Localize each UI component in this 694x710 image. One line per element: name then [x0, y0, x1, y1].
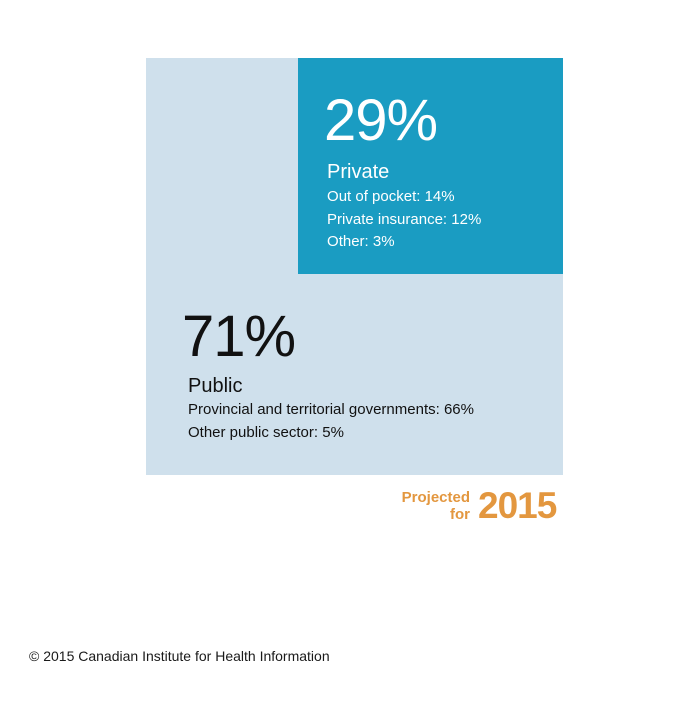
public-percentage: 71% [182, 304, 296, 369]
public-label: Public [188, 375, 243, 397]
private-percentage: 29% [324, 88, 438, 153]
projected-line2: for [450, 506, 470, 523]
private-share-block: 29% Private Out of pocket: 14% Private i… [298, 58, 563, 274]
proportional-area-chart: 29% Private Out of pocket: 14% Private i… [146, 58, 563, 475]
private-label: Private [327, 161, 390, 183]
private-breakdown-item: Other: 3% [327, 233, 395, 250]
public-breakdown: Provincial and territorial governments: … [188, 399, 474, 444]
private-breakdown-item: Out of pocket: 14% [327, 188, 455, 205]
copyright-notice: © 2015 Canadian Institute for Health Inf… [29, 648, 330, 664]
private-breakdown: Out of pocket: 14% Private insurance: 12… [327, 186, 481, 254]
public-breakdown-item: Other public sector: 5% [188, 423, 344, 441]
private-breakdown-item: Private insurance: 12% [327, 210, 482, 228]
projection-year: 2015 [478, 485, 557, 526]
projected-caption: Projected for [380, 489, 470, 523]
public-breakdown-item: Provincial and territorial governments: … [188, 401, 474, 418]
projected-line1: Projected [401, 489, 470, 506]
